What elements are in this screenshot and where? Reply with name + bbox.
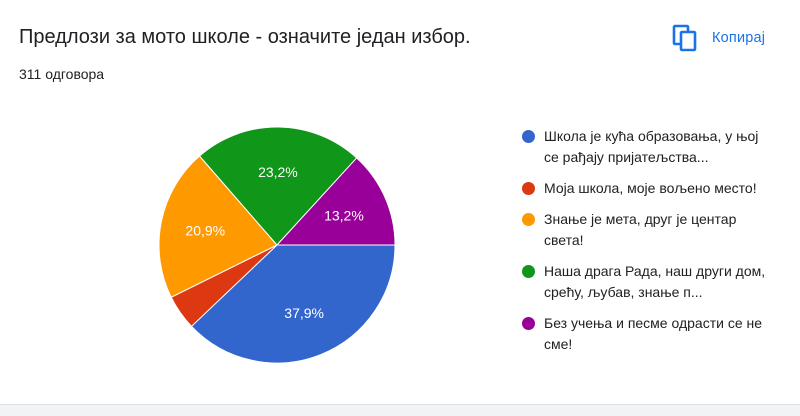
legend-label-1: Моја школа, моје вољено место! [544, 180, 757, 196]
legend-label-3: Наша драга Рада, наш други дом, срећу, љ… [544, 263, 766, 300]
pie-slice-label-2: 20,9% [185, 223, 225, 239]
legend-swatch-0 [522, 130, 535, 143]
pie-slice-label-3: 23,2% [258, 164, 298, 180]
page-title: Предлози за мото школе - означите један … [19, 26, 471, 48]
footer-strip [0, 404, 800, 416]
legend-item-1: Моја школа, моје вољено место! [522, 178, 782, 199]
copy-button-label: Копирај [712, 30, 766, 46]
legend-item-4: Без учења и песме одрасти се не сме! [522, 313, 782, 355]
pie-slice-label-4: 13,2% [324, 208, 364, 224]
legend-label-0: Школа је кућа образовања, у њој се рађај… [544, 128, 759, 165]
pie-slice-4[interactable] [275, 157, 396, 246]
chart-card: Предлози за мото школе - означите један … [19, 20, 782, 365]
legend-swatch-4 [522, 317, 535, 330]
legend-item-0: Школа је кућа образовања, у њој се рађај… [522, 126, 782, 168]
pie-chart: 37,9% 20,9% 23,2% 13,2% [158, 126, 396, 364]
legend-label-4: Без учења и песме одрасти се не сме! [544, 315, 763, 352]
legend-swatch-3 [522, 265, 535, 278]
pie-slice-3[interactable] [198, 126, 358, 246]
legend-item-3: Наша драга Рада, наш други дом, срећу, љ… [522, 261, 782, 303]
pie-slice-2[interactable] [158, 155, 278, 298]
chart-legend: Школа је кућа образовања, у њој се рађај… [522, 126, 782, 365]
copy-button[interactable]: Копирај [672, 20, 765, 56]
legend-label-2: Знање је мета, друг је центар света! [544, 211, 737, 248]
legend-swatch-2 [522, 213, 535, 226]
response-count: 311 одговора [19, 66, 105, 82]
copy-icon [672, 24, 697, 52]
legend-swatch-1 [522, 182, 535, 195]
pie-slice-label-0: 37,9% [284, 305, 324, 321]
pie-slice-0[interactable] [190, 244, 396, 364]
legend-item-2: Знање је мета, друг је центар света! [522, 209, 782, 251]
